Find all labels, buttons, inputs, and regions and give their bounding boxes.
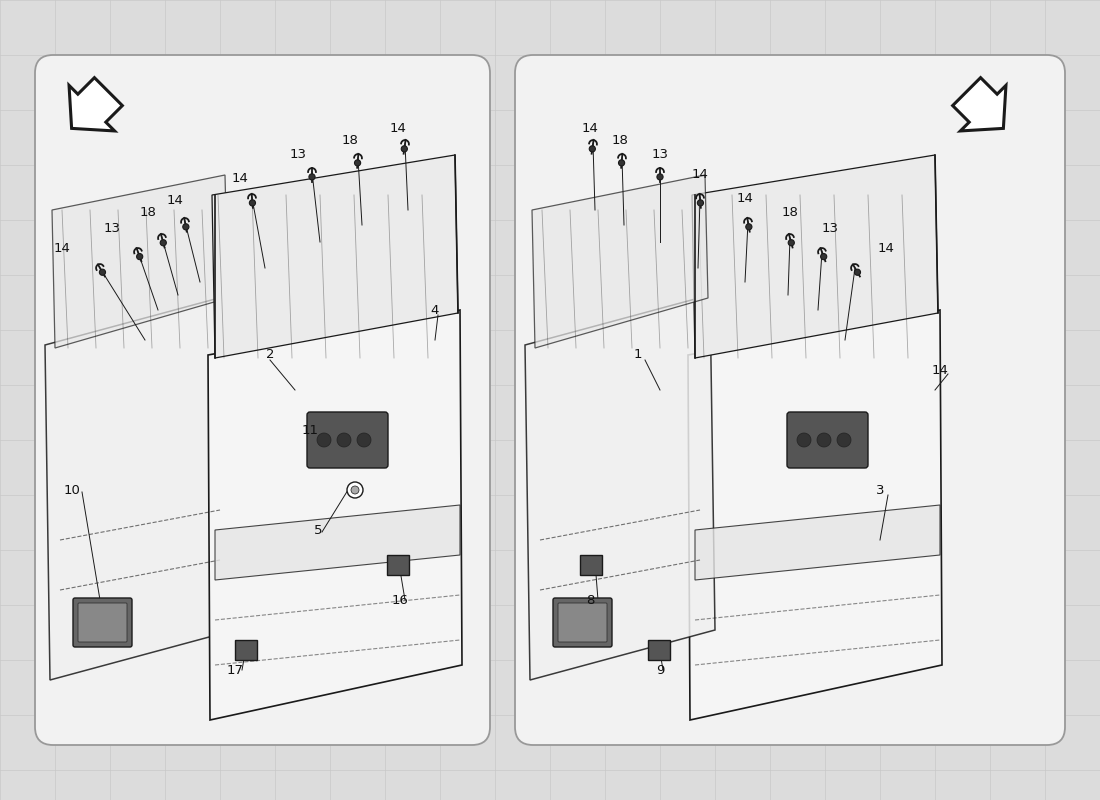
Polygon shape — [208, 310, 462, 720]
Polygon shape — [52, 175, 228, 348]
Text: 18: 18 — [782, 206, 799, 218]
Circle shape — [618, 160, 625, 166]
Text: 14: 14 — [166, 194, 184, 206]
Polygon shape — [692, 155, 938, 358]
Text: 18: 18 — [342, 134, 359, 146]
FancyBboxPatch shape — [786, 412, 868, 468]
Bar — [235, 640, 257, 660]
Circle shape — [354, 160, 361, 166]
Text: 14: 14 — [582, 122, 598, 134]
Polygon shape — [525, 295, 715, 680]
Circle shape — [402, 146, 407, 152]
Text: 13: 13 — [289, 149, 307, 162]
Circle shape — [697, 200, 704, 206]
Text: 14: 14 — [232, 171, 249, 185]
Text: 14: 14 — [389, 122, 406, 134]
Text: 11: 11 — [301, 423, 319, 437]
Polygon shape — [69, 78, 122, 131]
Circle shape — [817, 433, 830, 447]
Text: 14: 14 — [737, 191, 754, 205]
Circle shape — [183, 224, 189, 230]
Circle shape — [821, 254, 827, 260]
Circle shape — [855, 269, 860, 275]
Polygon shape — [695, 505, 940, 580]
Text: 18: 18 — [140, 206, 156, 218]
Text: 4: 4 — [431, 303, 439, 317]
Text: 8: 8 — [586, 594, 594, 606]
Text: 10: 10 — [64, 483, 80, 497]
Text: 17: 17 — [227, 663, 243, 677]
Polygon shape — [45, 295, 235, 680]
Polygon shape — [953, 78, 1007, 131]
Bar — [387, 555, 409, 575]
Circle shape — [789, 240, 794, 246]
Text: 14: 14 — [878, 242, 894, 254]
FancyBboxPatch shape — [35, 55, 490, 745]
FancyBboxPatch shape — [558, 603, 607, 642]
Text: 5: 5 — [314, 523, 322, 537]
FancyBboxPatch shape — [307, 412, 388, 468]
Circle shape — [798, 433, 811, 447]
Circle shape — [337, 433, 351, 447]
Circle shape — [136, 254, 143, 260]
Circle shape — [351, 486, 359, 494]
Text: 14: 14 — [54, 242, 70, 254]
FancyBboxPatch shape — [515, 55, 1065, 745]
Text: 9: 9 — [656, 663, 664, 677]
FancyBboxPatch shape — [78, 603, 126, 642]
Circle shape — [250, 200, 255, 206]
Circle shape — [99, 269, 106, 275]
Text: 13: 13 — [651, 149, 669, 162]
Text: 2: 2 — [266, 349, 274, 362]
Circle shape — [309, 174, 315, 180]
Polygon shape — [212, 155, 458, 358]
Text: 16: 16 — [392, 594, 408, 606]
Polygon shape — [532, 175, 708, 348]
Text: 3: 3 — [876, 483, 884, 497]
Bar — [580, 555, 602, 575]
Polygon shape — [214, 505, 460, 580]
FancyBboxPatch shape — [73, 598, 132, 647]
FancyBboxPatch shape — [553, 598, 612, 647]
Circle shape — [317, 433, 331, 447]
Text: 14: 14 — [692, 169, 708, 182]
Polygon shape — [688, 310, 942, 720]
Text: 13: 13 — [822, 222, 838, 234]
Circle shape — [161, 240, 166, 246]
Circle shape — [746, 224, 752, 230]
Text: 18: 18 — [612, 134, 628, 146]
Circle shape — [358, 433, 371, 447]
Bar — [648, 640, 670, 660]
Circle shape — [346, 482, 363, 498]
Circle shape — [657, 174, 663, 180]
Text: 13: 13 — [103, 222, 121, 234]
Text: 14: 14 — [932, 363, 948, 377]
Text: 1: 1 — [634, 349, 642, 362]
Circle shape — [837, 433, 851, 447]
Circle shape — [590, 146, 595, 152]
